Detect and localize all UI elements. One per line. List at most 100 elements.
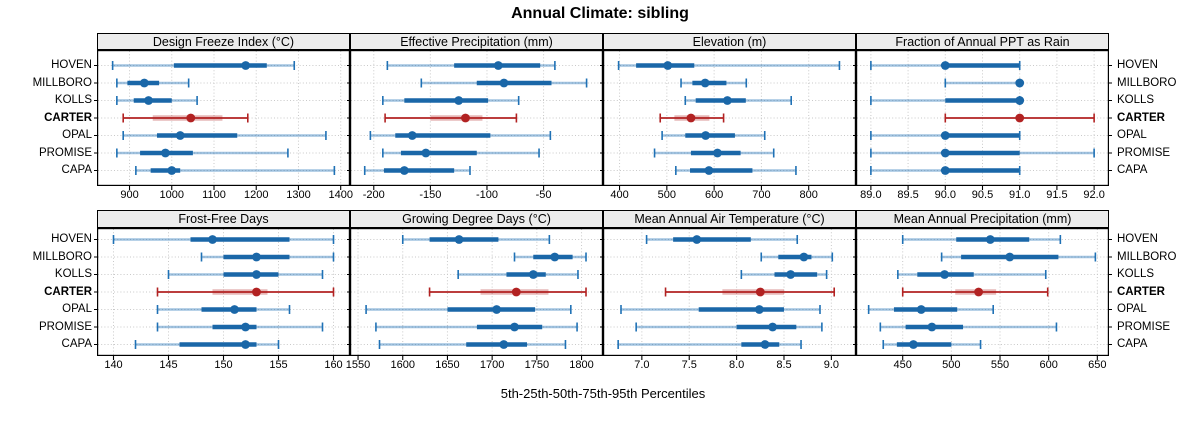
site-label-left-kolls: KOLLS <box>54 94 92 106</box>
median-dot <box>713 148 722 158</box>
median-dot <box>454 96 464 105</box>
tick-label: 1400 <box>328 189 353 201</box>
site-label-right-opal: OPAL <box>1117 129 1147 141</box>
tick-label: 1100 <box>202 189 226 201</box>
median-dot <box>940 131 950 140</box>
strip-frost-free-days: Frost-Free Days <box>97 210 350 228</box>
axis-tick-labels-effective-precipitation-mm: -200 -150 -100 -50 <box>350 189 603 203</box>
median-dot <box>252 270 261 279</box>
tick-label: 1750 <box>524 359 550 371</box>
median-dot <box>799 252 809 262</box>
tick-label: 90.0 <box>934 189 956 201</box>
percentile-row-capa <box>870 166 1021 175</box>
percentile-row-millboro <box>944 78 1025 88</box>
tick-label: 450 <box>893 359 912 371</box>
median-dot <box>940 166 950 175</box>
percentile-row-carter <box>428 287 587 297</box>
percentile-row-hoven <box>401 235 551 244</box>
panel-border <box>856 50 1110 187</box>
tick-label: 600 <box>1039 359 1058 371</box>
strip-mean-annual-precipitation-mm: Mean Annual Precipitation (mm) <box>856 210 1109 228</box>
strip-elevation-m: Elevation (m) <box>603 33 856 50</box>
site-label-left-carter: CARTER <box>44 285 92 298</box>
tick-label: 1000 <box>159 189 184 201</box>
percentile-row-promise <box>116 148 289 158</box>
percentile-row-opal <box>870 131 1021 140</box>
tick-label: 900 <box>120 189 139 201</box>
median-dot <box>421 148 431 158</box>
tick-label: 91.5 <box>1046 189 1068 201</box>
tick-label: 1800 <box>569 359 594 371</box>
panel-frost-free-days <box>94 228 353 360</box>
median-dot <box>399 166 409 175</box>
median-dot <box>499 78 509 88</box>
site-label-left-opal: OPAL <box>62 303 92 315</box>
percentile-row-opal <box>122 131 327 140</box>
median-dot <box>550 252 560 262</box>
strip-growing-degree-days-c: Growing Degree Days (°C) <box>350 210 603 228</box>
site-label-right-hoven: HOVEN <box>1117 233 1158 245</box>
percentile-row-hoven <box>386 61 556 70</box>
percentile-row-hoven <box>617 61 841 70</box>
panel-effective-precipitation-mm <box>347 50 606 190</box>
site-label-left-carter: CARTER <box>44 111 92 124</box>
percentile-row-hoven <box>112 235 335 244</box>
tick-label: 91.0 <box>1008 189 1031 201</box>
x-axis-title: 5th-25th-50th-75th-95th Percentiles <box>500 386 706 401</box>
percentile-row-opal <box>867 305 995 314</box>
tick-label: 1300 <box>286 189 311 201</box>
panel-mean-annual-precipitation-mm <box>853 228 1112 360</box>
percentile-row-carter <box>122 113 249 123</box>
median-dot <box>768 322 778 332</box>
percentile-row-capa <box>363 166 471 175</box>
site-label-left-capa: CAPA <box>61 164 92 176</box>
tick-label: 89.5 <box>897 189 919 201</box>
site-label-left-millboro: MILLBORO <box>32 250 92 263</box>
median-dot <box>161 148 170 158</box>
median-dot <box>144 96 153 105</box>
percentile-row-capa <box>675 166 797 175</box>
strip-title: Elevation (m) <box>692 34 767 49</box>
median-dot <box>139 78 149 88</box>
panel-mean-annual-air-temperature-c <box>600 228 859 360</box>
axis-tick-labels-mean-annual-precipitation-mm: 450 500 550 600 650 <box>856 359 1109 373</box>
strip-title: Fraction of Annual PPT as Rain <box>895 34 1070 49</box>
tick-label: 8.0 <box>728 359 745 371</box>
median-dot <box>722 96 732 105</box>
median-dot <box>252 287 261 297</box>
median-dot <box>927 322 937 332</box>
median-dot <box>175 131 185 140</box>
percentile-row-opal <box>661 131 766 140</box>
percentile-row-millboro <box>513 252 587 262</box>
strip-title: Mean Annual Precipitation (mm) <box>893 212 1072 226</box>
site-label-left-capa: CAPA <box>61 338 92 350</box>
median-dot <box>663 61 673 70</box>
percentile-row-kolls <box>167 270 324 279</box>
site-label-right-carter: CARTER <box>1117 285 1165 298</box>
tick-label: 1550 <box>345 359 371 371</box>
axis-tick-labels-fraction-of-annual-ppt-as-rain: 89.0 89.5 90.0 90.5 91.0 91.5 92.0 <box>856 189 1109 203</box>
percentile-row-hoven <box>111 61 296 70</box>
percentile-row-kolls <box>382 96 520 105</box>
percentile-row-kolls <box>457 270 579 279</box>
percentile-row-capa <box>617 340 802 349</box>
median-dot <box>230 305 239 314</box>
percentile-row-carter <box>664 287 836 297</box>
median-dot <box>974 287 984 297</box>
median-dot <box>499 340 509 349</box>
tick-label: 90.5 <box>971 189 994 201</box>
percentile-row-hoven <box>870 61 1021 70</box>
site-label-right-carter: CARTER <box>1117 111 1165 124</box>
median-dot <box>940 270 949 279</box>
site-label-left-millboro: MILLBORO <box>32 76 92 89</box>
tick-label: 400 <box>610 189 629 201</box>
percentile-row-capa <box>378 340 567 349</box>
chart-title: Annual Climate: sibling <box>511 5 689 22</box>
axis-tick-labels-frost-free-days: 140 145 150 155 160 <box>97 359 350 373</box>
percentile-row-promise <box>156 322 324 332</box>
percentile-row-kolls <box>684 96 793 105</box>
percentile-row-kolls <box>897 270 1047 279</box>
site-label-right-millboro: MILLBORO <box>1117 250 1177 263</box>
percentile-row-promise <box>879 322 1058 332</box>
percentile-row-carter <box>384 113 518 123</box>
